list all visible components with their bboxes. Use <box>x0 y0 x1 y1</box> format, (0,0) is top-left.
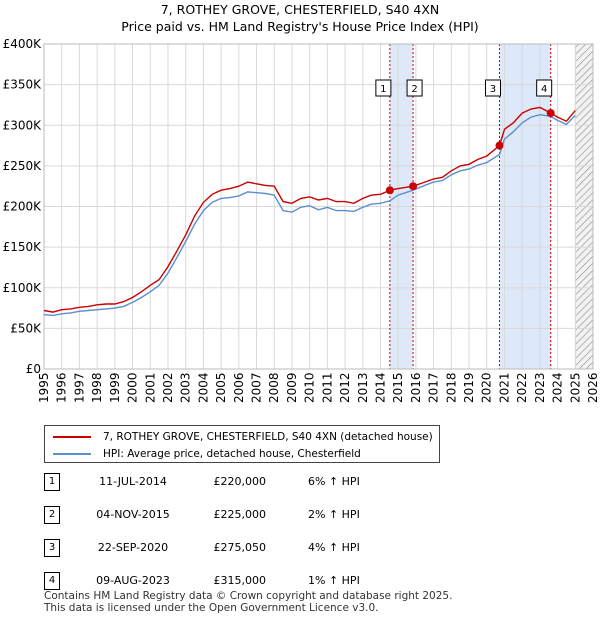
x-tick-label: 2009 <box>285 372 299 403</box>
table-row: 2 04-NOV-2015 £225,000 2% ↑ HPI <box>44 506 464 526</box>
sale-point-4 <box>546 109 555 118</box>
x-tick-label: 2026 <box>586 372 600 403</box>
x-tick-label: 2017 <box>427 372 441 403</box>
x-tick-label: 2018 <box>444 372 458 403</box>
x-tick-label: 1995 <box>37 372 51 403</box>
y-tick-label: £150K <box>3 240 43 254</box>
sale-price: £225,000 <box>213 508 267 521</box>
chart-subtitle: Price paid vs. HM Land Registry's House … <box>121 19 478 34</box>
sale-date: 09-AUG-2023 <box>96 574 170 587</box>
x-tick-label: 2021 <box>497 372 511 403</box>
x-tick-label: 2004 <box>196 372 210 403</box>
x-tick-label: 2011 <box>320 372 334 403</box>
table-row: 3 22-SEP-2020 £275,050 4% ↑ HPI <box>44 539 464 559</box>
y-tick-label: £100K <box>3 281 43 295</box>
y-tick-label: £250K <box>3 159 43 173</box>
legend-label-property: 7, ROTHEY GROVE, CHESTERFIELD, S40 4XN (… <box>103 431 433 443</box>
x-tick-label: 2024 <box>551 372 565 403</box>
x-tick-label: 2023 <box>533 372 547 403</box>
sale-date: 11-JUL-2014 <box>99 475 167 488</box>
sale-label-4: 4 <box>541 84 547 95</box>
x-tick-label: 2005 <box>214 372 228 403</box>
sale-label-3: 3 <box>490 84 496 95</box>
legend-label-hpi: HPI: Average price, detached house, Ches… <box>103 448 361 460</box>
legend-swatch-property <box>53 436 91 438</box>
x-tick-label: 1999 <box>108 372 122 403</box>
sale-label-box-3 <box>484 79 501 97</box>
sale-price: £275,050 <box>213 541 267 554</box>
x-tick-label: 2001 <box>143 372 157 403</box>
sale-date: 04-NOV-2015 <box>96 508 170 521</box>
y-tick-label: £350K <box>3 78 43 92</box>
hpi-line <box>43 113 576 317</box>
x-tick-label: 2015 <box>391 372 405 403</box>
sale-point-3 <box>495 141 504 150</box>
footer-licence: This data is licensed under the Open Gov… <box>44 602 379 614</box>
sale-number: 2 <box>44 506 60 524</box>
price-chart: 7, ROTHEY GROVE, CHESTERFIELD, S40 4XN P… <box>3 2 600 403</box>
x-tick-label: 2003 <box>179 372 193 403</box>
legend-swatch-hpi <box>53 453 91 455</box>
y-tick-label: £0 <box>26 362 41 376</box>
sale-label-box-2 <box>406 79 423 97</box>
x-tick-label: 2020 <box>480 372 494 403</box>
footer-copyright: Contains HM Land Registry data © Crown c… <box>44 590 453 602</box>
sale-hpi-diff: 2% ↑ HPI <box>308 508 360 521</box>
sale-point-1 <box>385 186 394 195</box>
sale-date: 22-SEP-2020 <box>97 541 169 554</box>
y-tick-label: £50K <box>10 321 42 335</box>
plot-frame <box>43 43 594 370</box>
x-tick-label: 2012 <box>338 372 352 403</box>
x-tick-label: 2019 <box>462 372 476 403</box>
sale-hpi-diff: 6% ↑ HPI <box>308 475 360 488</box>
x-tick-label: 2007 <box>250 372 264 403</box>
legend-item-hpi: HPI: Average price, detached house, Ches… <box>53 446 361 462</box>
x-tick-label: 2002 <box>161 372 175 403</box>
sale-hpi-diff: 4% ↑ HPI <box>308 541 360 554</box>
sale-label-2: 2 <box>411 84 417 95</box>
x-tick-label: 2008 <box>267 372 281 403</box>
x-tick-label: 1998 <box>90 372 104 403</box>
sale-price: £315,000 <box>213 574 267 587</box>
sale-label-1: 1 <box>380 84 386 95</box>
sale-label-box-4 <box>536 79 553 97</box>
x-tick-label: 2013 <box>356 372 370 403</box>
footer: Contains HM Land Registry data © Crown c… <box>44 590 452 614</box>
table-row: 1 11-JUL-2014 £220,000 6% ↑ HPI <box>44 473 464 493</box>
x-tick-label: 2025 <box>568 372 582 403</box>
property-price-line <box>43 106 576 313</box>
x-tick-label: 2016 <box>409 372 423 403</box>
x-tick-label: 1997 <box>72 372 86 403</box>
sale-label-box-1 <box>375 79 392 97</box>
x-tick-label: 2014 <box>373 372 387 403</box>
table-row: 4 09-AUG-2023 £315,000 1% ↑ HPI <box>44 572 464 592</box>
sale-hpi-diff: 1% ↑ HPI <box>308 574 360 587</box>
legend-item-property: 7, ROTHEY GROVE, CHESTERFIELD, S40 4XN (… <box>53 429 433 445</box>
sale-number: 1 <box>44 473 60 491</box>
legend: 7, ROTHEY GROVE, CHESTERFIELD, S40 4XN (… <box>44 425 440 463</box>
x-tick-label: 2010 <box>303 372 317 403</box>
y-tick-label: £400K <box>3 37 43 51</box>
y-tick-label: £300K <box>3 118 43 132</box>
sale-number: 3 <box>44 539 60 557</box>
x-tick-label: 1996 <box>55 372 69 403</box>
y-tick-label: £200K <box>3 200 43 214</box>
sale-number: 4 <box>44 572 60 590</box>
sale-point-2 <box>409 182 418 191</box>
chart-title: 7, ROTHEY GROVE, CHESTERFIELD, S40 4XN <box>161 2 440 17</box>
sale-price: £220,000 <box>213 475 267 488</box>
x-tick-label: 2022 <box>515 372 529 403</box>
x-tick-label: 2006 <box>232 372 246 403</box>
x-tick-label: 2000 <box>126 372 140 403</box>
